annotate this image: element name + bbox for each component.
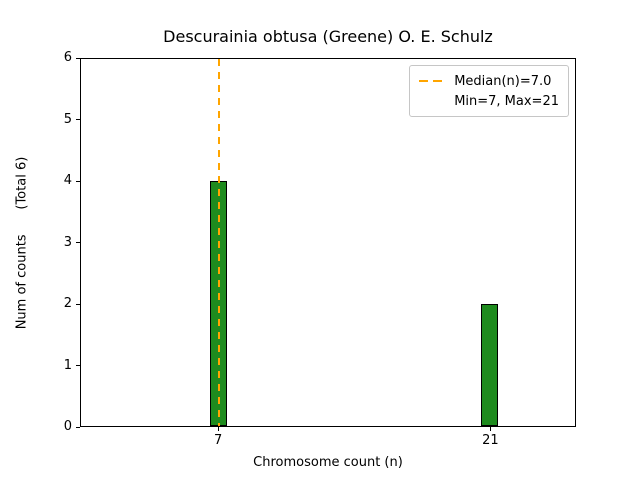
y-tick-label: 0 xyxy=(63,419,72,434)
y-tick-label: 1 xyxy=(63,357,72,373)
x-tick-mark xyxy=(217,427,219,431)
x-axis-label: Chromosome count (n) xyxy=(253,455,403,470)
legend-label-minmax: Min=7, Max=21 xyxy=(454,93,559,109)
y-tick-label: 6 xyxy=(63,50,72,65)
legend-entry-median: Median(n)=7.0 xyxy=(419,71,559,91)
y-tick-mark xyxy=(76,119,80,120)
y-tick-label: 3 xyxy=(63,234,72,250)
y-tick-label: 5 xyxy=(63,111,72,127)
median-line xyxy=(217,59,220,426)
legend-label-median: Median(n)=7.0 xyxy=(454,73,552,89)
x-tick-mark xyxy=(489,427,491,431)
y-tick-mark xyxy=(76,303,80,305)
plot-area: Median(n)=7.0 Min=7, Max=21 xyxy=(80,58,576,427)
bar-21 xyxy=(481,303,499,426)
median-dashed-line-icon xyxy=(419,80,447,82)
y-tick-label: 4 xyxy=(63,173,72,188)
legend-handle-spacer xyxy=(419,100,446,102)
y-tick-label: 2 xyxy=(63,296,72,311)
x-tick-label: 21 xyxy=(482,433,499,448)
chart-title: Descurainia obtusa (Greene) O. E. Schulz xyxy=(163,27,493,46)
y-tick-mark xyxy=(76,426,80,428)
legend: Median(n)=7.0 Min=7, Max=21 xyxy=(409,65,569,117)
y-tick-mark xyxy=(76,242,80,243)
y-tick-mark xyxy=(76,57,80,59)
x-tick-label: 7 xyxy=(213,433,223,448)
y-tick-mark xyxy=(76,180,80,182)
legend-entry-minmax: Min=7, Max=21 xyxy=(419,91,559,111)
y-tick-mark xyxy=(76,365,80,366)
